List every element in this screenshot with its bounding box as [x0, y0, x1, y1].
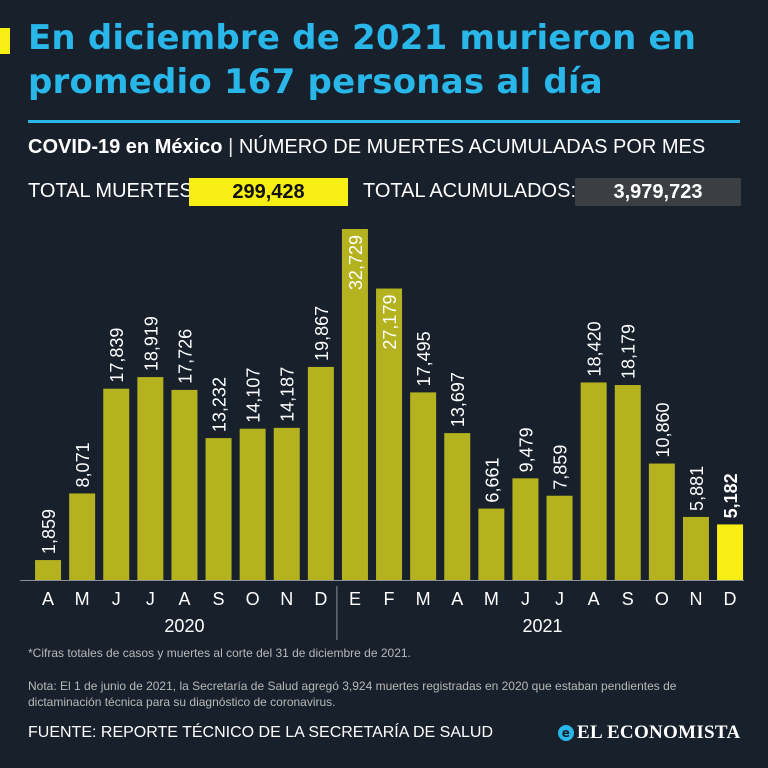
bar-8: [307, 366, 334, 580]
x-tick-16: A: [588, 589, 600, 609]
x-tick-2: J: [112, 589, 121, 609]
x-tick-15: J: [555, 589, 564, 609]
year-label-2020: 2020: [164, 616, 204, 636]
data-label-16: 18,420: [585, 321, 605, 376]
data-label-17: 18,179: [619, 324, 639, 379]
bar-13: [478, 508, 505, 580]
bar-4: [171, 389, 198, 580]
el-economista-logo: e EL ECONOMISTA: [558, 722, 741, 744]
data-label-9: 32,729: [346, 235, 366, 290]
headline-accent-bar: [0, 28, 10, 54]
data-label-7: 14,187: [278, 367, 298, 422]
x-tick-1: M: [75, 589, 90, 609]
data-label-15: 7,859: [551, 445, 571, 490]
data-label-8: 19,867: [312, 306, 332, 361]
bar-7: [273, 427, 300, 580]
bar-6: [239, 428, 266, 580]
x-tick-3: J: [146, 589, 155, 609]
bar-16: [580, 382, 607, 580]
subtitle-topic: COVID-19 en México: [28, 136, 223, 158]
x-tick-18: O: [655, 589, 669, 609]
note: Nota: El 1 de junio de 2021, la Secretar…: [28, 679, 677, 709]
x-tick-10: F: [384, 589, 395, 609]
x-tick-12: A: [451, 589, 463, 609]
headline-divider: [28, 120, 740, 123]
x-tick-8: D: [314, 589, 327, 609]
data-label-13: 6,661: [482, 458, 502, 503]
data-label-1: 8,071: [73, 442, 93, 487]
headline: En diciembre de 2021 murieron en promedi…: [28, 18, 697, 102]
total-cumulative-value: 3,979,723: [575, 178, 741, 206]
data-label-20: 5,182: [721, 473, 741, 518]
data-label-14: 9,479: [516, 427, 536, 472]
bar-17: [614, 385, 641, 580]
bar-14: [512, 478, 539, 580]
data-label-4: 17,726: [175, 329, 195, 384]
data-label-3: 18,919: [141, 316, 161, 371]
bar-18: [648, 463, 675, 580]
bar-0: [35, 560, 62, 580]
bar-20: [717, 524, 744, 580]
x-tick-11: M: [416, 589, 431, 609]
source-credit: FUENTE: REPORTE TÉCNICO DE LA SECRETARÍA…: [28, 724, 493, 741]
bar-3: [137, 377, 164, 580]
bar-12: [444, 433, 471, 580]
subtitle-measure: NÚMERO DE MUERTES ACUMULADAS POR MES: [238, 136, 706, 158]
bar-1: [69, 493, 96, 580]
bar-2: [103, 388, 130, 580]
data-label-12: 13,697: [448, 372, 468, 427]
bar-15: [546, 495, 573, 580]
bar-5: [205, 438, 232, 580]
x-tick-6: O: [246, 589, 260, 609]
x-tick-9: E: [349, 589, 361, 609]
x-tick-19: N: [689, 589, 702, 609]
x-tick-13: M: [484, 589, 499, 609]
data-label-11: 17,495: [414, 331, 434, 386]
monthly-deaths-bar-chart: 1,859 A 8,071 M 17,839 J 18,919 J 17,726 A 13,232 S…: [20, 229, 744, 640]
x-tick-7: N: [280, 589, 293, 609]
x-tick-0: A: [42, 589, 54, 609]
subtitle-separator: |: [228, 136, 234, 158]
data-label-10: 27,179: [380, 295, 400, 350]
year-label-2021: 2021: [522, 616, 562, 636]
chart-subtitle: COVID-19 en México | NÚMERO DE MUERTES A…: [28, 136, 705, 159]
logo-text: EL ECONOMISTA: [577, 722, 741, 743]
total-deaths-label: TOTAL MUERTES:: [28, 180, 199, 202]
total-cumulative-label: TOTAL ACUMULADOS:: [363, 180, 577, 202]
bar-11: [410, 392, 437, 580]
x-tick-20: D: [724, 589, 737, 609]
bar-19: [682, 516, 709, 580]
x-tick-17: S: [622, 589, 634, 609]
bar-9: [341, 229, 368, 580]
data-label-6: 14,107: [244, 368, 264, 423]
logo-icon: e: [558, 725, 574, 741]
data-label-19: 5,881: [687, 466, 707, 511]
data-label-5: 13,232: [210, 377, 230, 432]
data-label-2: 17,839: [107, 328, 127, 383]
footnote: *Cifras totales de casos y muertes al co…: [28, 646, 411, 660]
data-label-0: 1,859: [39, 509, 59, 554]
bar-10: [376, 288, 403, 580]
x-tick-14: J: [521, 589, 530, 609]
total-deaths-value: 299,428: [189, 178, 348, 206]
x-tick-5: S: [213, 589, 225, 609]
x-tick-4: A: [178, 589, 190, 609]
data-label-18: 10,860: [653, 402, 673, 457]
